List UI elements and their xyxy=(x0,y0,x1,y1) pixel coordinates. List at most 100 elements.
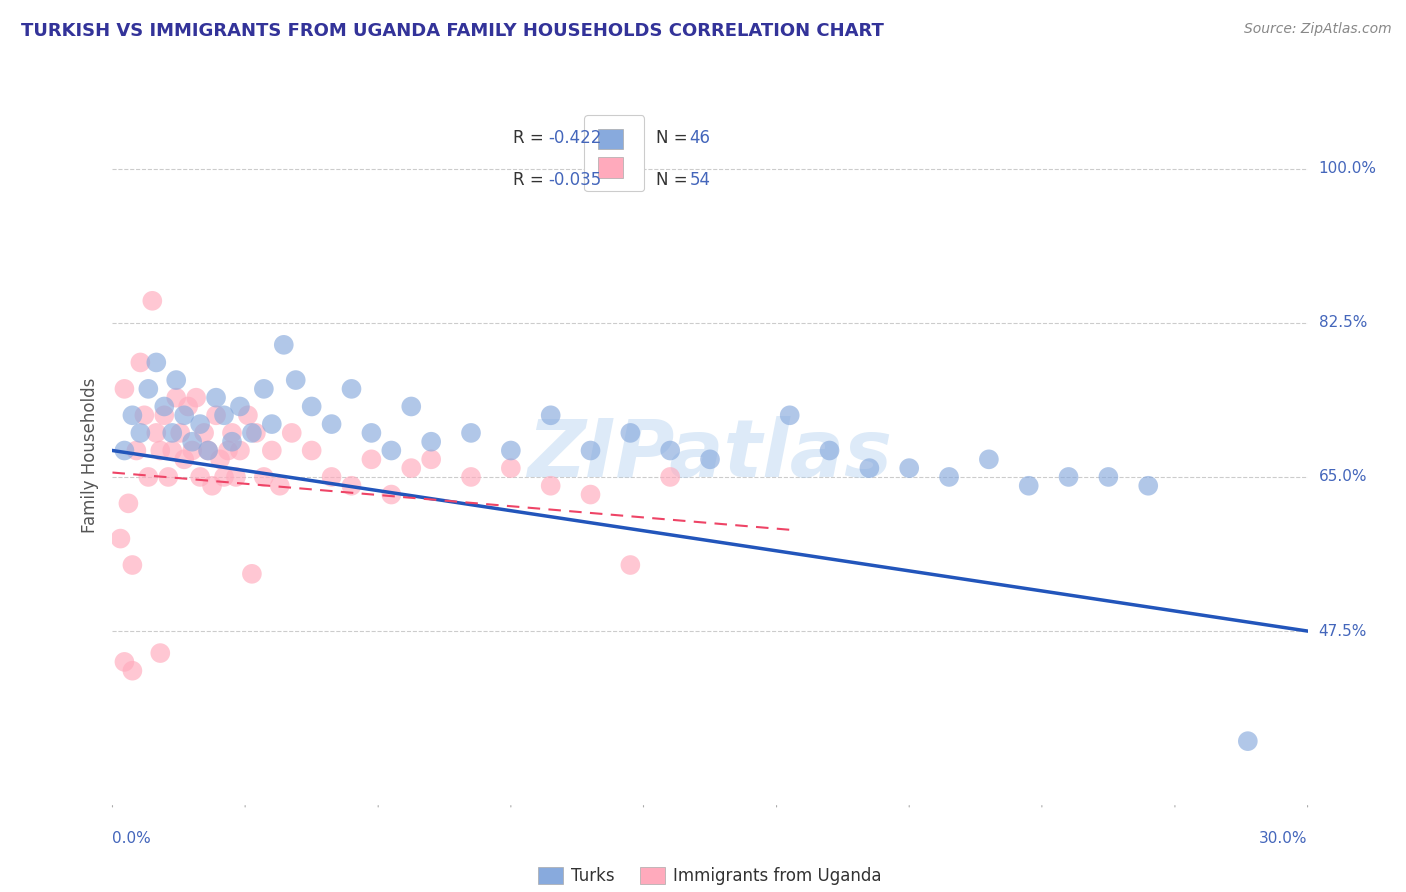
Point xyxy=(221,434,243,449)
Point xyxy=(125,443,148,458)
Point xyxy=(380,443,402,458)
Point xyxy=(138,382,160,396)
Point xyxy=(162,443,183,458)
Point xyxy=(898,461,921,475)
Point xyxy=(217,443,239,458)
Point xyxy=(977,452,1000,467)
Point xyxy=(197,443,219,458)
Point xyxy=(181,443,204,458)
Point xyxy=(401,461,423,475)
Text: -0.422: -0.422 xyxy=(548,129,602,147)
Point xyxy=(149,646,172,660)
Text: R =: R = xyxy=(513,171,548,189)
Point xyxy=(117,496,139,510)
Point xyxy=(153,409,176,423)
Point xyxy=(460,425,482,440)
Text: 100.0%: 100.0% xyxy=(1319,161,1376,177)
Text: TURKISH VS IMMIGRANTS FROM UGANDA FAMILY HOUSEHOLDS CORRELATION CHART: TURKISH VS IMMIGRANTS FROM UGANDA FAMILY… xyxy=(21,22,884,40)
Point xyxy=(619,425,641,440)
Point xyxy=(110,532,132,546)
Legend: Turks, Immigrants from Uganda: Turks, Immigrants from Uganda xyxy=(531,860,889,891)
Point xyxy=(201,479,224,493)
Point xyxy=(225,470,247,484)
Point xyxy=(186,391,208,405)
Point xyxy=(779,409,801,423)
Point xyxy=(121,664,143,678)
Point xyxy=(273,338,295,352)
Point xyxy=(197,443,219,458)
Text: 54: 54 xyxy=(690,171,710,189)
Point xyxy=(938,470,960,484)
Text: N =: N = xyxy=(657,171,693,189)
Point xyxy=(360,425,382,440)
Point xyxy=(1137,479,1160,493)
Point xyxy=(579,487,602,501)
Point xyxy=(205,391,228,405)
Point xyxy=(260,443,283,458)
Point xyxy=(579,443,602,458)
Text: 46: 46 xyxy=(690,129,710,147)
Point xyxy=(340,382,363,396)
Point xyxy=(145,355,167,369)
Point xyxy=(173,409,195,423)
Point xyxy=(240,425,263,440)
Point xyxy=(157,470,180,484)
Point xyxy=(134,409,156,423)
Text: 82.5%: 82.5% xyxy=(1319,315,1367,330)
Point xyxy=(699,452,721,467)
Point xyxy=(153,400,176,414)
Point xyxy=(212,470,235,484)
Point xyxy=(209,452,232,467)
Point xyxy=(121,409,143,423)
Point xyxy=(420,452,443,467)
Point xyxy=(540,479,562,493)
Text: N =: N = xyxy=(657,129,693,147)
Point xyxy=(121,558,143,572)
Point xyxy=(659,470,682,484)
Text: 47.5%: 47.5% xyxy=(1319,624,1367,639)
Point xyxy=(818,443,841,458)
Point xyxy=(1237,734,1260,748)
Point xyxy=(321,417,343,431)
Point xyxy=(1018,479,1040,493)
Point xyxy=(221,425,243,440)
Point xyxy=(229,443,252,458)
Point xyxy=(114,382,135,396)
Text: 30.0%: 30.0% xyxy=(1260,830,1308,846)
Point xyxy=(114,655,135,669)
Point xyxy=(284,373,307,387)
Point xyxy=(401,400,423,414)
Point xyxy=(138,470,160,484)
Point xyxy=(169,425,191,440)
Point xyxy=(619,558,641,572)
Text: R =: R = xyxy=(513,129,548,147)
Point xyxy=(540,409,562,423)
Text: ZIPatlas: ZIPatlas xyxy=(527,416,893,494)
Point xyxy=(260,417,283,431)
Point xyxy=(858,461,880,475)
Point xyxy=(205,409,228,423)
Point xyxy=(188,470,211,484)
Point xyxy=(253,470,276,484)
Point xyxy=(129,425,152,440)
Point xyxy=(188,417,211,431)
Point xyxy=(165,391,187,405)
Point xyxy=(114,443,135,458)
Text: 65.0%: 65.0% xyxy=(1319,469,1367,484)
Point xyxy=(177,400,200,414)
Point xyxy=(499,461,522,475)
Point xyxy=(360,452,382,467)
Point xyxy=(229,400,252,414)
Point xyxy=(1057,470,1080,484)
Point xyxy=(340,479,363,493)
Point xyxy=(173,452,195,467)
Text: -0.035: -0.035 xyxy=(548,171,602,189)
Point xyxy=(460,470,482,484)
Point xyxy=(245,425,267,440)
Point xyxy=(269,479,291,493)
Point xyxy=(420,434,443,449)
Point xyxy=(499,443,522,458)
Text: Source: ZipAtlas.com: Source: ZipAtlas.com xyxy=(1244,22,1392,37)
Point xyxy=(1097,470,1119,484)
Point xyxy=(212,409,235,423)
